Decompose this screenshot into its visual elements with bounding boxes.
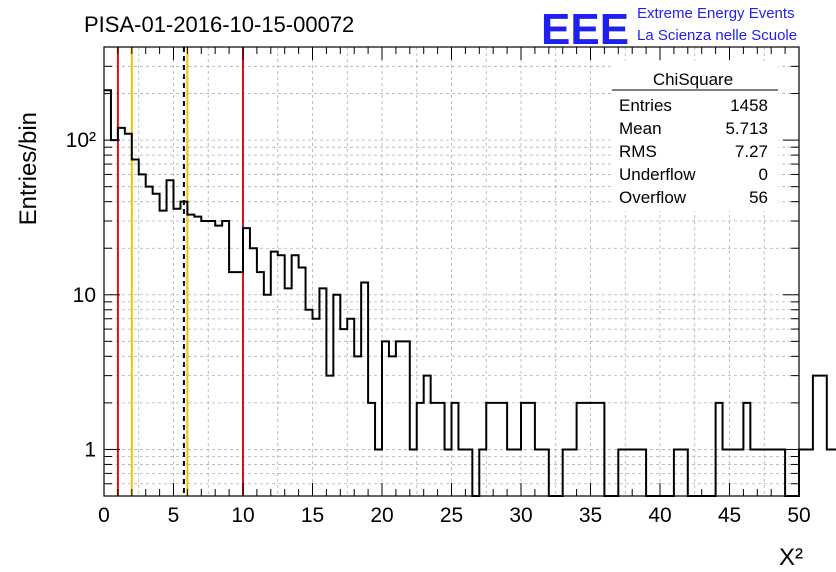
y-tick-label: 10²: [66, 129, 96, 152]
stat-label-overflow: Overflow: [619, 188, 687, 207]
y-tick-label: 1: [84, 438, 96, 461]
x-tick-label: 20: [370, 504, 393, 527]
logo-mark: EEE: [541, 5, 629, 54]
stat-label-rms: RMS: [619, 142, 657, 161]
stat-label-underflow: Underflow: [619, 165, 696, 184]
y-axis-label: Entries/bin: [15, 112, 42, 225]
x-tick-label: 45: [718, 504, 741, 527]
x-tick-label: 15: [301, 504, 324, 527]
y-tick-label: 10: [73, 284, 96, 307]
logo-line-2: La Scienza nelle Scuole: [637, 27, 797, 44]
x-tick-label: 25: [440, 504, 463, 527]
stat-value-mean: 5.713: [725, 119, 768, 138]
x-tick-label: 50: [787, 504, 810, 527]
stat-label-mean: Mean: [619, 119, 662, 138]
stats-box: ChiSquare Entries 1458 Mean 5.713 RMS 7.…: [612, 61, 778, 211]
stat-value-underflow: 0: [759, 165, 768, 184]
x-axis-label: X²: [779, 544, 803, 571]
stats-title: ChiSquare: [653, 70, 733, 89]
x-tick-label: 40: [648, 504, 671, 527]
marker-lines: [116, 47, 244, 496]
stat-value-entries: 1458: [730, 96, 768, 115]
x-tick-label: 5: [168, 504, 180, 527]
stat-label-entries: Entries: [619, 96, 672, 115]
histogram-outline: [104, 89, 836, 497]
stat-value-rms: 7.27: [735, 142, 768, 161]
logo-line-1: Extreme Energy Events: [637, 5, 795, 22]
x-tick-label: 30: [509, 504, 532, 527]
axes: 0 5 10 15 20 25 30 35 40 45 50 1 10 10²: [66, 46, 811, 527]
x-tick-label: 35: [579, 504, 602, 527]
chart-title: PISA-01-2016-10-15-00072: [84, 12, 354, 37]
eee-logo: EEE Extreme Energy Events La Scienza nel…: [541, 5, 797, 54]
x-tick-label: 0: [98, 504, 110, 527]
x-tick-label: 10: [231, 504, 254, 527]
stat-value-overflow: 56: [749, 188, 768, 207]
